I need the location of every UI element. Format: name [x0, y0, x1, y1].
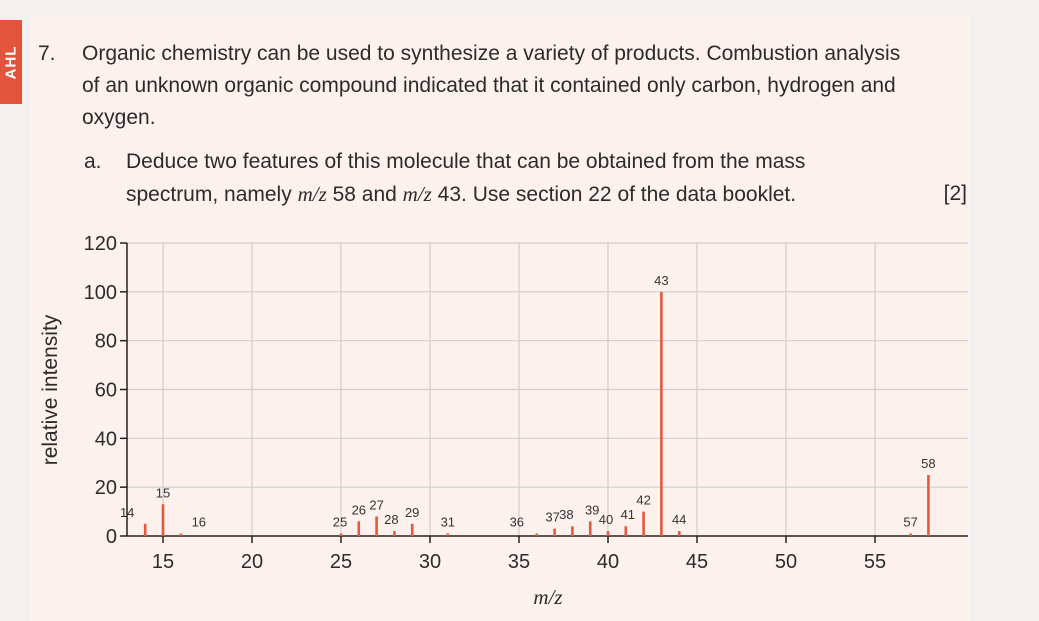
question-text: Organic chemistry can be used to synthes…	[82, 42, 901, 129]
peak-label-43: 43	[654, 273, 668, 288]
part-a-line2-start: spectrum, namely	[126, 183, 298, 206]
question-page	[30, 16, 970, 621]
part-a-text: Deduce two features of this molecule tha…	[126, 146, 926, 211]
peak-label-57: 57	[903, 515, 917, 530]
part-a-line1: Deduce two features of this molecule tha…	[126, 150, 806, 173]
x-tick-label: 45	[686, 551, 708, 573]
part-a-letter: a.	[84, 150, 102, 173]
peak-label-37: 37	[545, 510, 559, 525]
x-tick-label: 55	[864, 551, 886, 573]
peak-label-36: 36	[510, 515, 524, 530]
peak-label-44: 44	[672, 512, 686, 527]
level-tab: AHL	[0, 20, 22, 104]
x-tick-label: 40	[597, 551, 619, 573]
question-number: 7.	[38, 42, 56, 65]
x-tick-label: 15	[152, 551, 174, 573]
x-tick-label: 35	[508, 551, 530, 573]
marks-label: [2]	[943, 182, 967, 205]
x-tick-label: 25	[330, 551, 352, 573]
y-tick-label: 80	[95, 331, 117, 353]
x-tick-label: 30	[419, 551, 441, 573]
peak-label-26: 26	[352, 502, 366, 517]
mz-symbol-2: m/z	[402, 182, 432, 206]
peak-label-38: 38	[559, 507, 573, 522]
mz-value-1: 58 and	[326, 183, 403, 206]
y-tick-label: 20	[95, 477, 117, 499]
peak-label-16: 16	[192, 515, 206, 530]
y-tick-label: 40	[95, 428, 117, 450]
peak-label-14: 14	[120, 505, 134, 520]
peak-label-40: 40	[599, 512, 613, 527]
mz-symbol-1: m/z	[297, 182, 327, 206]
x-tick-label: 50	[775, 551, 797, 573]
peak-label-28: 28	[384, 512, 398, 527]
x-tick-label: 20	[241, 551, 263, 573]
peak-label-25: 25	[333, 515, 347, 530]
peak-label-15: 15	[156, 485, 170, 500]
y-tick-label: 120	[84, 233, 117, 255]
peak-label-58: 58	[921, 456, 935, 471]
part-a-line2: spectrum, namely m/z 58 and m/z 43. Use …	[126, 178, 926, 211]
peak-label-41: 41	[621, 507, 635, 522]
peak-label-29: 29	[405, 505, 419, 520]
y-tick-label: 0	[106, 526, 117, 548]
peak-label-27: 27	[369, 497, 383, 512]
mz-value-2: 43. Use section 22 of the data booklet.	[431, 183, 797, 206]
peak-label-39: 39	[585, 502, 599, 517]
y-axis-title: relative intensity	[39, 314, 62, 465]
peak-label-42: 42	[636, 493, 650, 508]
x-axis-title: m/z	[533, 585, 562, 609]
y-tick-label: 100	[84, 282, 117, 304]
y-tick-label: 60	[95, 380, 117, 402]
peak-label-31: 31	[441, 515, 455, 530]
